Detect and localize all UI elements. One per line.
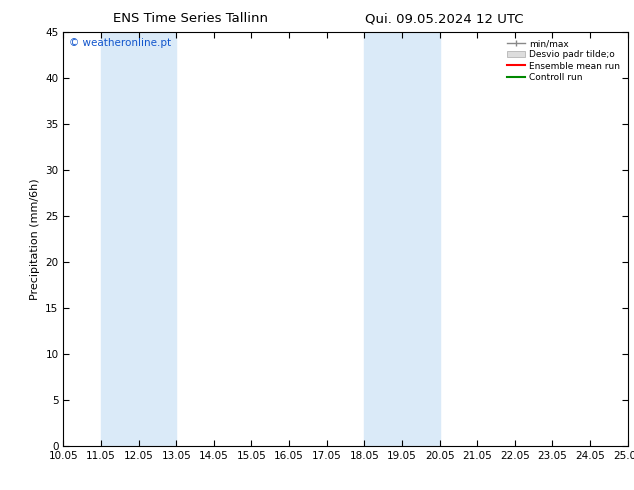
Text: ENS Time Series Tallinn: ENS Time Series Tallinn bbox=[113, 12, 268, 25]
Legend: min/max, Desvio padr tilde;o, Ensemble mean run, Controll run: min/max, Desvio padr tilde;o, Ensemble m… bbox=[504, 36, 623, 85]
Y-axis label: Precipitation (mm/6h): Precipitation (mm/6h) bbox=[30, 178, 40, 300]
Bar bbox=[365, 32, 439, 446]
Text: © weatheronline.pt: © weatheronline.pt bbox=[69, 38, 171, 48]
Bar bbox=[101, 32, 176, 446]
Text: Qui. 09.05.2024 12 UTC: Qui. 09.05.2024 12 UTC bbox=[365, 12, 523, 25]
